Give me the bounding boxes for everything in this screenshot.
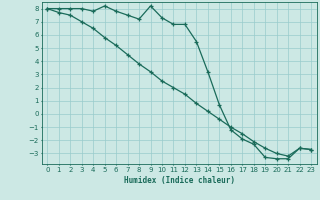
- X-axis label: Humidex (Indice chaleur): Humidex (Indice chaleur): [124, 176, 235, 185]
